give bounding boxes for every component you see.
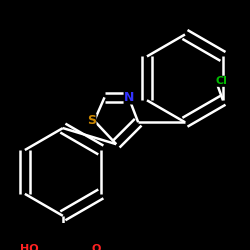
Text: S: S [87,114,96,127]
Text: O: O [91,244,101,250]
Text: N: N [124,91,134,104]
Text: HO: HO [20,244,38,250]
Text: Cl: Cl [216,76,228,86]
